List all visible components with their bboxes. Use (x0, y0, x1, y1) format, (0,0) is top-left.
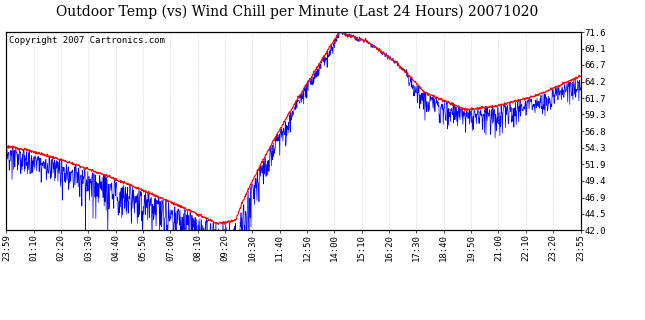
Text: Outdoor Temp (vs) Wind Chill per Minute (Last 24 Hours) 20071020: Outdoor Temp (vs) Wind Chill per Minute … (55, 5, 538, 19)
Text: Copyright 2007 Cartronics.com: Copyright 2007 Cartronics.com (9, 36, 165, 45)
